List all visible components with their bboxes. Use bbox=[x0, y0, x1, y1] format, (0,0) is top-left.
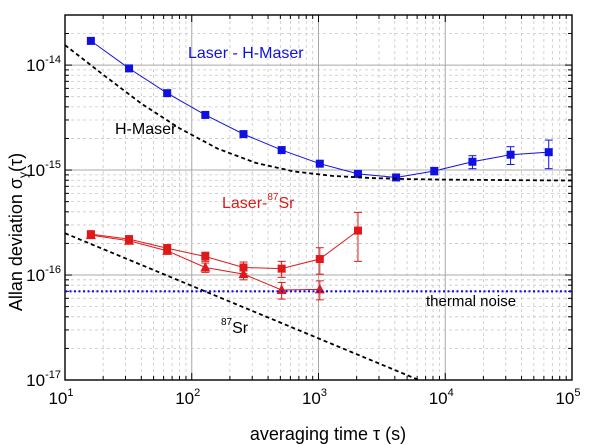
axis-ticks: 101 102 103 104 105 10-17 10-16 10-15 10-14 bbox=[26, 14, 581, 408]
x-axis-label: averaging time τ (s) bbox=[250, 424, 406, 444]
label-laser-sr: Laser-87Sr bbox=[222, 192, 295, 212]
label-sr: 87Sr bbox=[221, 317, 249, 337]
label-laser-hmaser: Laser - H-Maser bbox=[188, 45, 304, 62]
data-point-square bbox=[163, 89, 172, 98]
y-tick-label: 10-16 bbox=[26, 264, 61, 285]
data-point-triangle bbox=[162, 245, 173, 255]
data-point-square bbox=[201, 252, 210, 261]
data-point-triangle bbox=[276, 284, 287, 295]
x-tick-label: 102 bbox=[175, 387, 200, 408]
data-point-square bbox=[277, 146, 286, 155]
data-point-triangle bbox=[200, 261, 211, 272]
y-tick-label: 10-17 bbox=[26, 369, 61, 390]
label-hmaser: H-Maser bbox=[115, 121, 177, 138]
data-point-square bbox=[506, 150, 515, 159]
data-series bbox=[65, 36, 572, 380]
y-tick-label: 10-14 bbox=[26, 54, 61, 75]
data-point-square bbox=[239, 130, 248, 139]
series-line bbox=[90, 40, 549, 178]
data-point-square bbox=[392, 173, 401, 182]
data-point-square bbox=[353, 169, 362, 178]
model-line bbox=[65, 232, 422, 380]
x-tick-label: 105 bbox=[555, 387, 580, 408]
data-point-square bbox=[125, 64, 134, 73]
y-axis-label: Allan deviation σy(τ) bbox=[6, 153, 30, 311]
data-point-triangle bbox=[85, 229, 96, 240]
data-point-square bbox=[239, 263, 248, 272]
series-hmaser-model bbox=[65, 44, 572, 182]
label-thermal-noise: thermal noise bbox=[426, 293, 516, 310]
data-point-triangle bbox=[124, 235, 135, 245]
data-point-square bbox=[468, 157, 477, 166]
data-point-square bbox=[277, 264, 286, 273]
x-tick-label: 103 bbox=[302, 387, 327, 408]
data-point-square bbox=[544, 148, 553, 157]
data-point-triangle bbox=[238, 268, 249, 279]
x-tick-label: 104 bbox=[429, 387, 454, 408]
series-sr-model bbox=[65, 232, 422, 380]
data-point-square bbox=[430, 166, 439, 175]
data-point-square bbox=[353, 226, 362, 235]
y-tick-label: 10-15 bbox=[26, 159, 61, 180]
data-point-square bbox=[315, 159, 324, 168]
series-line bbox=[90, 230, 359, 270]
data-point-square bbox=[315, 255, 324, 264]
grid-lines bbox=[64, 14, 572, 381]
data-point-square bbox=[86, 36, 95, 45]
x-tick-label: 101 bbox=[48, 387, 73, 408]
model-line bbox=[65, 44, 572, 182]
data-point-square bbox=[201, 110, 210, 119]
series-laser-hmaser bbox=[86, 36, 553, 182]
series-laser-sr-triangles bbox=[85, 229, 325, 301]
series-laser-sr-squares bbox=[86, 211, 362, 278]
